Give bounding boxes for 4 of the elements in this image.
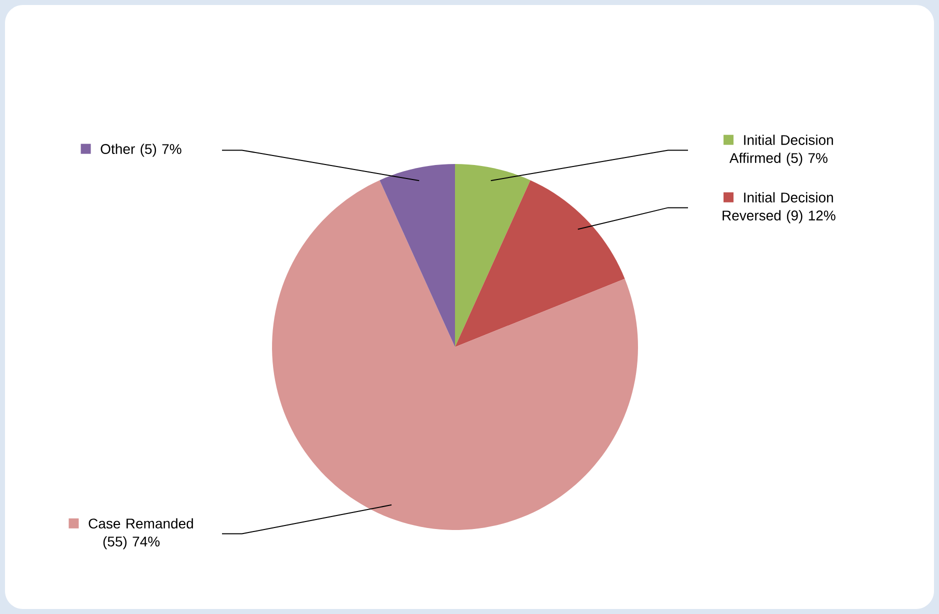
legend-label: Case Remanded (55) 74% bbox=[88, 518, 193, 550]
legend-label: Initial Decision Affirmed (5) 7% bbox=[729, 134, 833, 166]
legend-label: Initial Decision Reversed (9) 12% bbox=[722, 192, 836, 224]
legend-label: Other (5) 7% bbox=[100, 144, 182, 157]
